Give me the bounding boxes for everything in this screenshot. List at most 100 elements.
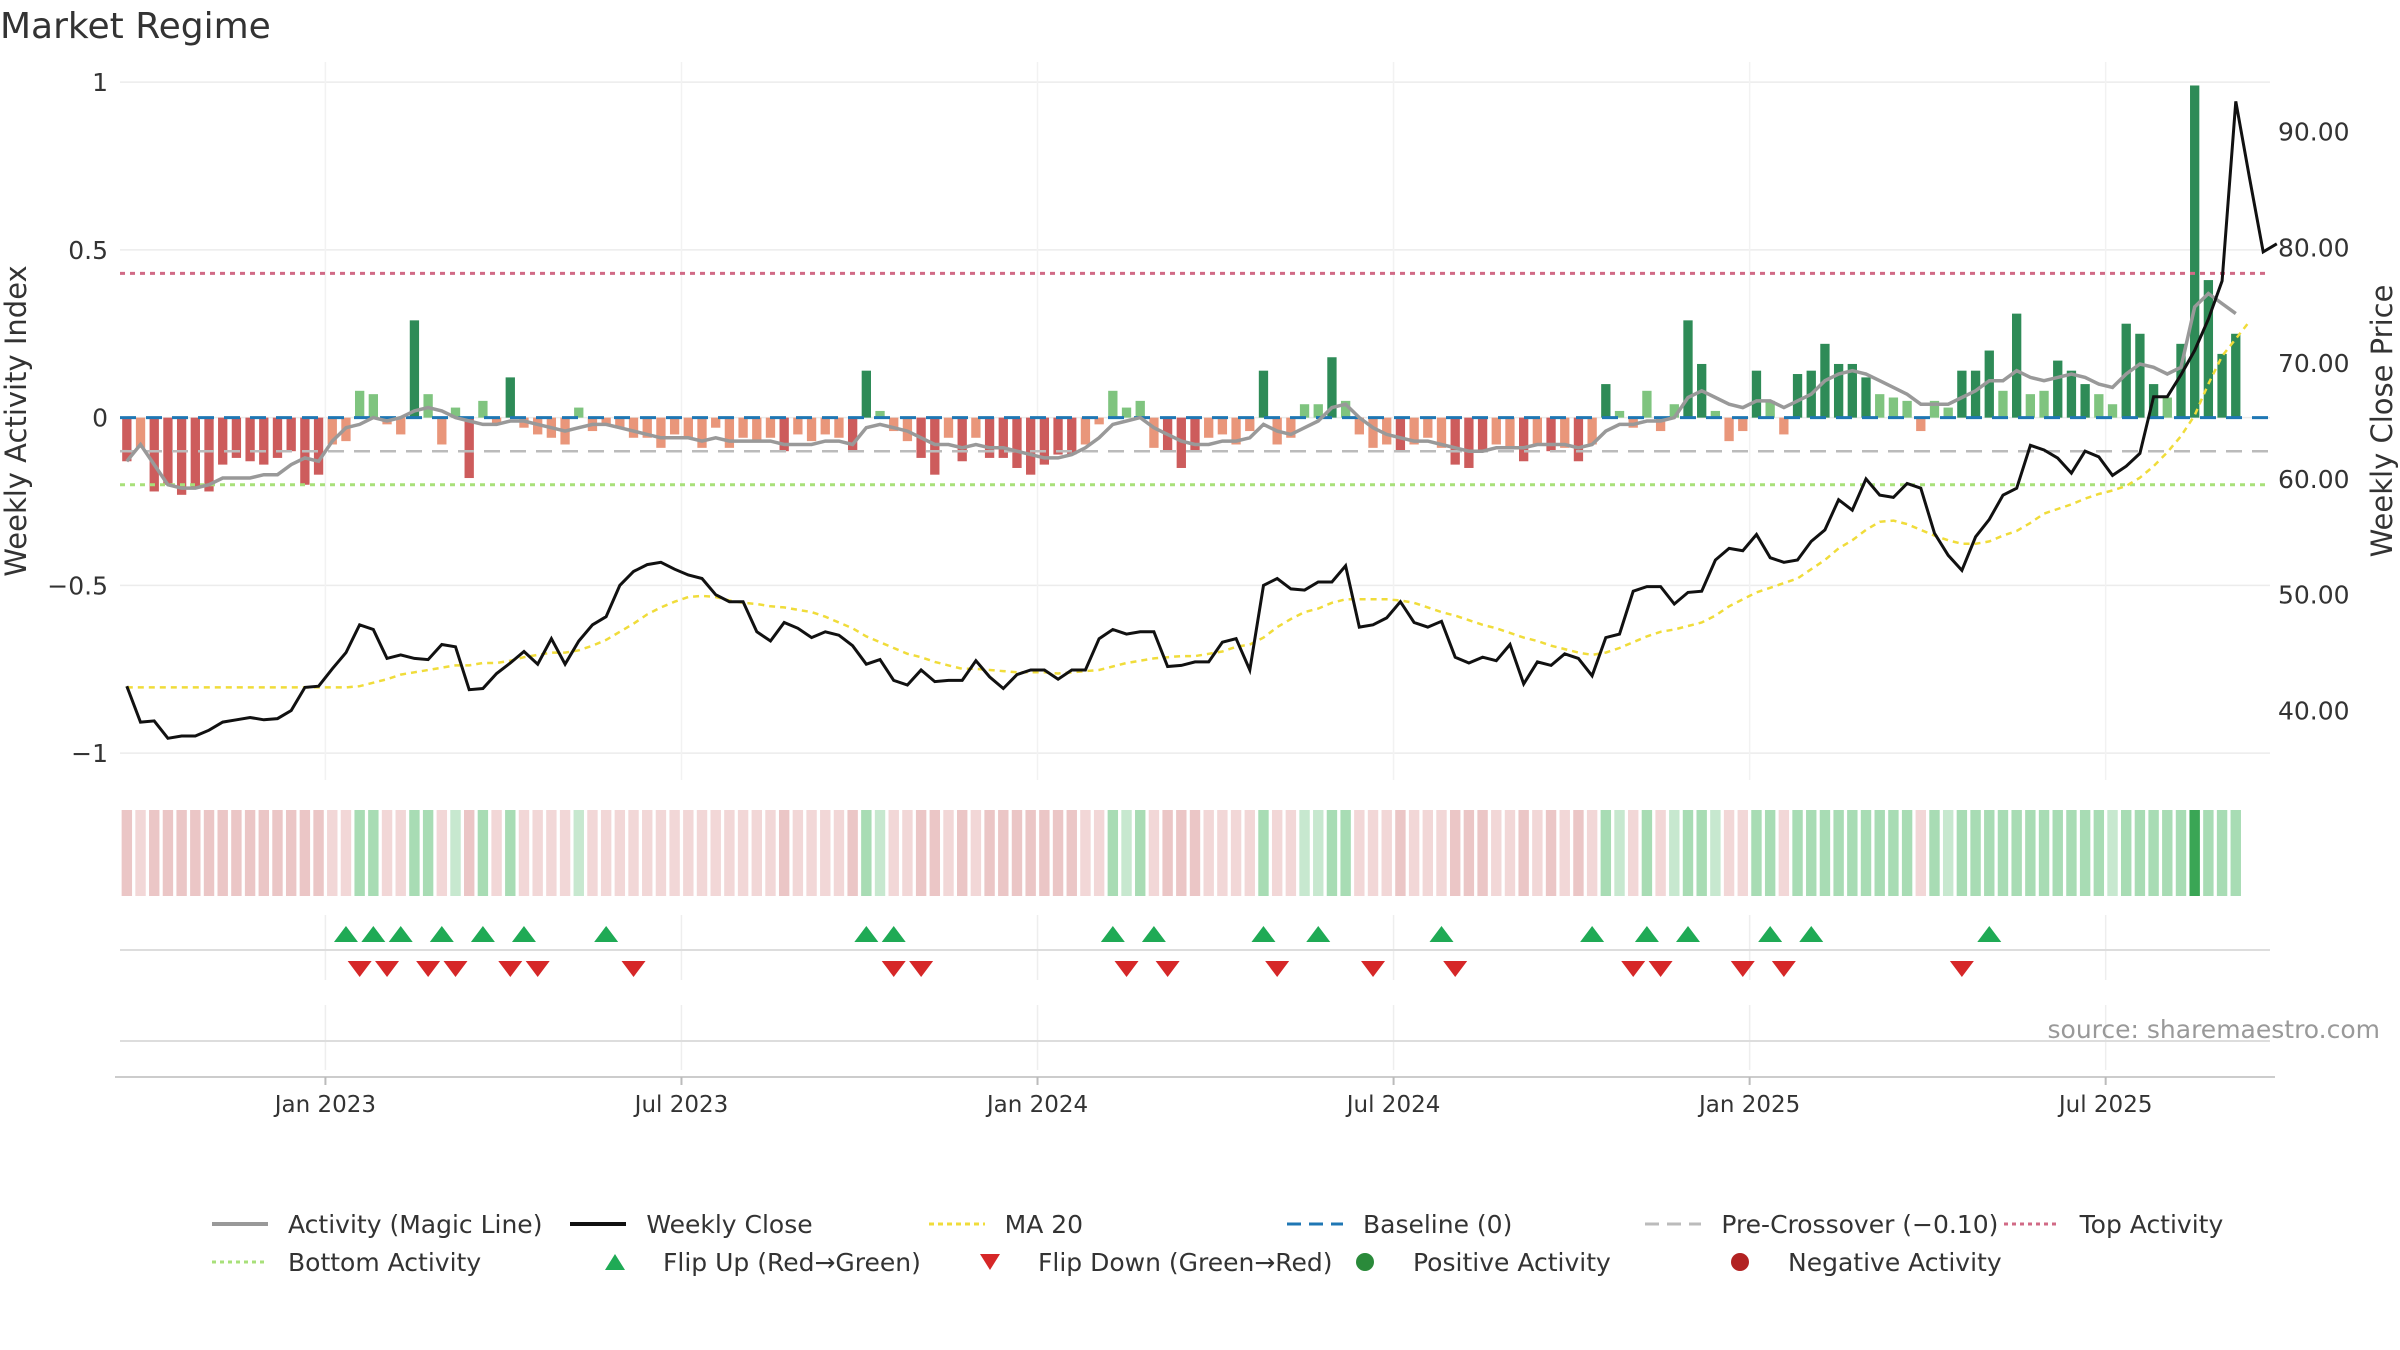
regime-cell bbox=[1340, 810, 1351, 896]
flip-down-marker bbox=[498, 961, 523, 977]
y2-tick-label: 80.00 bbox=[2278, 233, 2350, 262]
regime-cell bbox=[1655, 810, 1666, 896]
activity-bar bbox=[190, 417, 200, 489]
regime-cell bbox=[1600, 810, 1612, 896]
regime-cell bbox=[1326, 810, 1338, 896]
flip-down-marker bbox=[525, 961, 550, 977]
activity-bar bbox=[491, 417, 502, 425]
activity-bar bbox=[615, 417, 625, 428]
activity-bar bbox=[957, 417, 967, 462]
regime-cell bbox=[1039, 810, 1050, 896]
y2-tick-label: 90.00 bbox=[2278, 117, 2350, 146]
y-tick-label: 0 bbox=[92, 404, 108, 433]
regime-cell bbox=[1189, 810, 1201, 896]
legend-item-baseline: Baseline (0) bbox=[1285, 1210, 1643, 1239]
activity-bar bbox=[1532, 417, 1543, 445]
flip-up-marker bbox=[1306, 926, 1331, 942]
activity-bar bbox=[1888, 397, 1899, 418]
activity-bar bbox=[752, 417, 762, 442]
green-dot-icon bbox=[1356, 1253, 1374, 1271]
regime-cell bbox=[943, 810, 954, 896]
regime-cell bbox=[1271, 810, 1283, 896]
weekly-close-series bbox=[125, 101, 2278, 740]
x-tick-label: Jan 2025 bbox=[1697, 1092, 1800, 1118]
regime-cell bbox=[1052, 810, 1064, 896]
regime-cell bbox=[820, 810, 831, 896]
activity-bar bbox=[683, 417, 693, 438]
activity-bar bbox=[765, 417, 776, 438]
activity-bar bbox=[1519, 417, 1529, 462]
flip-up-marker bbox=[511, 926, 536, 942]
regime-strip bbox=[121, 810, 2241, 896]
y-axis-title: Weekly Activity Index bbox=[0, 265, 33, 576]
regime-cell bbox=[1970, 810, 1981, 896]
regime-cell bbox=[1093, 810, 1105, 896]
flip-up-marker bbox=[1977, 926, 2002, 942]
regime-cell bbox=[203, 810, 215, 896]
regime-cell bbox=[2052, 810, 2063, 896]
regime-cell bbox=[2107, 810, 2118, 896]
activity-bar bbox=[1026, 417, 1036, 475]
activity-bar bbox=[368, 394, 378, 418]
legend-label: Baseline (0) bbox=[1362, 1209, 1513, 1239]
activity-bar bbox=[1779, 417, 1789, 435]
regime-cell bbox=[1723, 810, 1735, 896]
legend-label: Flip Down (Green→Red) bbox=[1038, 1247, 1333, 1277]
activity-bar bbox=[478, 400, 488, 418]
regime-cell bbox=[162, 810, 174, 896]
regime-cell bbox=[1559, 810, 1570, 896]
activity-bar bbox=[1601, 384, 1611, 418]
flip-down-marker bbox=[1155, 961, 1180, 977]
legend-item-weekly-close: Weekly Close bbox=[568, 1210, 926, 1239]
ma20-swatch-icon bbox=[928, 1222, 985, 1226]
regime-cell bbox=[710, 810, 721, 896]
regime-cell bbox=[1737, 810, 1748, 896]
activity-bar bbox=[1916, 417, 1926, 432]
activity-bar bbox=[1423, 417, 1433, 438]
activity-bar bbox=[1053, 417, 1063, 455]
activity-bar bbox=[1751, 370, 1762, 418]
chart-title: Market Regime bbox=[0, 6, 271, 47]
flip-up-marker bbox=[881, 926, 906, 942]
activity-bar bbox=[1669, 404, 1679, 418]
regime-cell bbox=[285, 810, 297, 896]
activity-bar bbox=[1286, 417, 1296, 438]
x-tick-label: Jul 2025 bbox=[2057, 1092, 2153, 1118]
regime-cell bbox=[1888, 810, 1899, 896]
regime-cell bbox=[1628, 810, 1639, 896]
regime-cell bbox=[217, 810, 228, 896]
activity-bar bbox=[1655, 417, 1666, 432]
regime-cell bbox=[642, 810, 653, 896]
activity-bar bbox=[1204, 417, 1214, 438]
activity-bar bbox=[122, 417, 132, 462]
regime-cell bbox=[1463, 810, 1475, 896]
regime-cell bbox=[1997, 810, 2009, 896]
activity-bars bbox=[122, 85, 2241, 495]
regime-cell bbox=[1860, 810, 1872, 896]
flip-down-marker bbox=[1730, 961, 1755, 977]
regime-cell bbox=[2230, 810, 2241, 896]
regime-cell bbox=[546, 810, 557, 896]
regime-cell bbox=[1011, 810, 1023, 896]
flip-up-marker bbox=[594, 926, 619, 942]
activity-bar bbox=[2203, 280, 2214, 418]
bottom-activity-swatch-icon bbox=[212, 1260, 268, 1264]
regime-cell bbox=[628, 810, 639, 896]
regime-cell bbox=[1244, 810, 1255, 896]
regime-cell bbox=[1203, 810, 1214, 896]
activity-bar bbox=[1135, 400, 1145, 418]
regime-cell bbox=[450, 810, 461, 896]
flip-down-marker bbox=[1949, 961, 1974, 977]
flip-down-marker bbox=[1361, 961, 1386, 977]
activity-bar bbox=[1573, 417, 1584, 462]
magic-line-series bbox=[125, 291, 2237, 490]
activity-bar bbox=[669, 417, 680, 435]
legend-item-flip-down: Flip Down (Green→Red) bbox=[960, 1248, 1335, 1277]
y-tick-label: −0.5 bbox=[47, 571, 108, 600]
regime-cell bbox=[272, 810, 283, 896]
legend-label: Negative Activity bbox=[1788, 1247, 2002, 1277]
y-tick-label: 0.5 bbox=[68, 236, 108, 265]
regime-cell bbox=[2134, 810, 2146, 896]
flip-up-marker bbox=[1580, 926, 1605, 942]
